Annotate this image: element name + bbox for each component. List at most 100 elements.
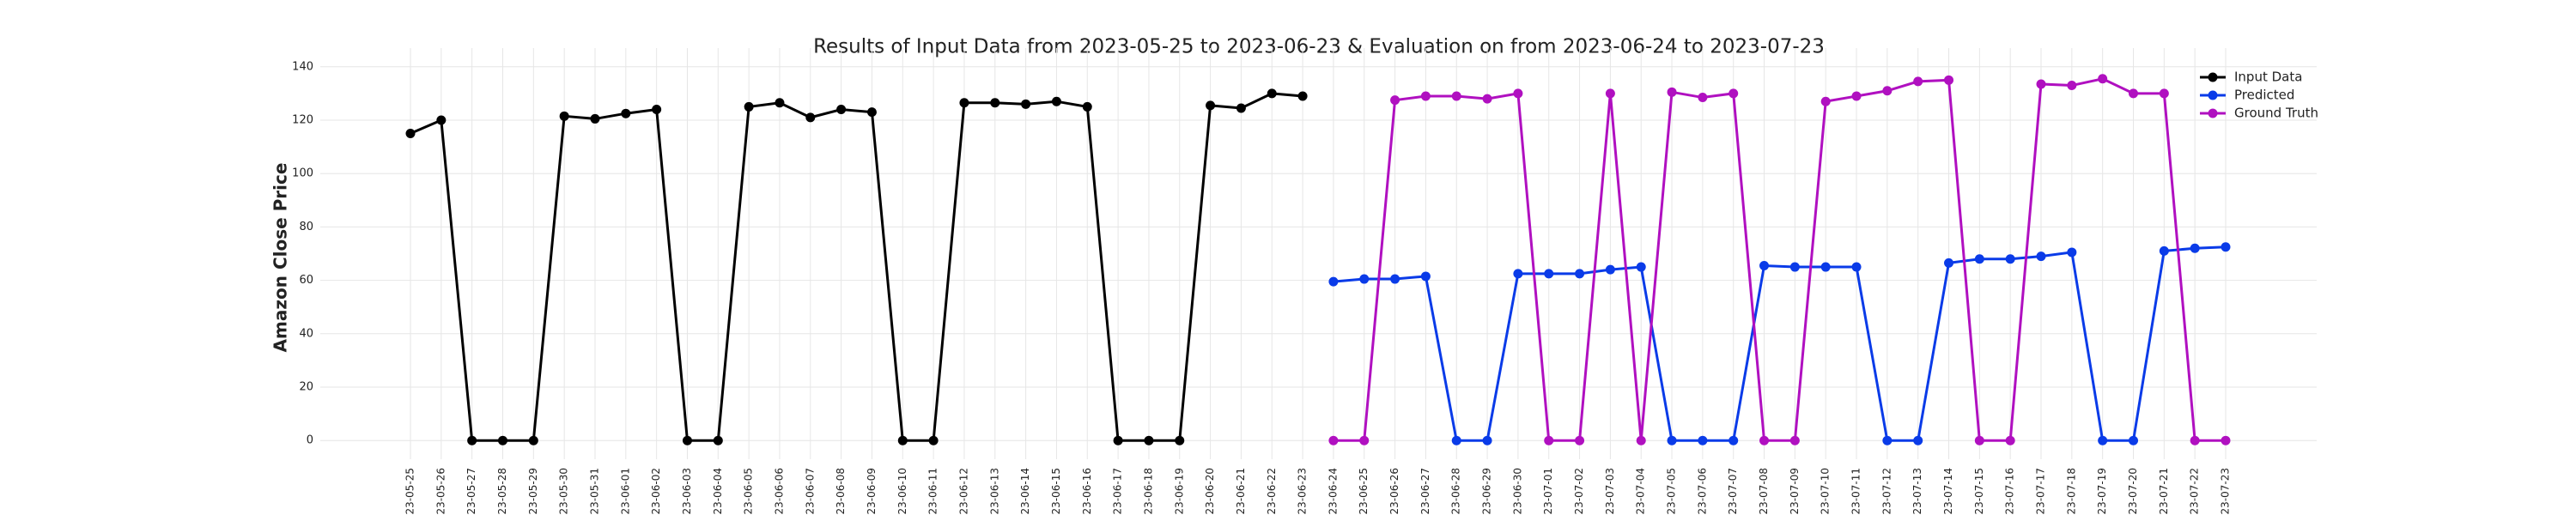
x-tick-label: 2023-06-20: [1204, 468, 1216, 515]
legend-label: Input Data: [2234, 70, 2302, 85]
x-tick-label: 2023-07-11: [1850, 468, 1862, 515]
point: [1667, 87, 1677, 97]
x-tick-label: 2023-06-03: [681, 468, 693, 515]
point: [528, 435, 538, 445]
point: [590, 113, 600, 124]
point: [1359, 435, 1370, 445]
x-tick-label: 2023-07-09: [1789, 468, 1801, 515]
y-tick-label: 140: [292, 60, 313, 73]
point: [621, 108, 631, 118]
x-tick-label: 2023-06-19: [1173, 468, 1185, 515]
x-tick-label: 2023-05-31: [588, 468, 600, 515]
point: [1390, 274, 1400, 284]
x-tick-label: 2023-07-02: [1573, 468, 1585, 515]
point: [1544, 269, 1554, 279]
point: [436, 115, 447, 125]
x-tick-label: 2023-07-04: [1635, 468, 1647, 515]
point: [1144, 435, 1154, 445]
point: [1082, 101, 1092, 112]
point: [744, 101, 754, 112]
legend-marker: [2208, 108, 2218, 118]
x-tick-label: 2023-06-13: [988, 468, 1000, 515]
y-tick-label: 120: [292, 113, 313, 126]
point: [1206, 100, 1216, 111]
y-tick-label: 80: [299, 221, 313, 233]
point: [1328, 276, 1339, 287]
x-tick-label: 2023-07-22: [2189, 468, 2201, 515]
x-tick-label: 2023-07-23: [2220, 468, 2232, 515]
point: [682, 435, 692, 445]
point: [2036, 79, 2046, 89]
point: [1605, 88, 1615, 99]
point: [775, 98, 785, 108]
point: [1021, 99, 1031, 109]
point: [1820, 262, 1831, 272]
x-tick-label: 2023-07-03: [1604, 468, 1616, 515]
point: [1698, 93, 1708, 103]
point: [1605, 264, 1615, 275]
point: [1636, 262, 1646, 272]
point: [1851, 91, 1862, 101]
point: [1636, 435, 1646, 445]
x-tick-label: 2023-06-21: [1235, 468, 1247, 515]
point: [1575, 435, 1585, 445]
point: [2036, 251, 2046, 262]
point: [497, 435, 507, 445]
point: [1667, 435, 1677, 445]
legend-label: Predicted: [2234, 88, 2294, 103]
legend-label: Ground Truth: [2234, 106, 2318, 121]
x-tick-label: 2023-07-01: [1542, 468, 1554, 515]
point: [1698, 435, 1708, 445]
x-tick-label: 2023-06-02: [650, 468, 662, 515]
series-line: [1333, 77, 2226, 442]
x-tick-label: 2023-07-14: [1942, 468, 1954, 515]
point: [1759, 435, 1770, 445]
point: [1051, 96, 1061, 106]
x-tick-label: 2023-06-26: [1388, 468, 1400, 515]
x-tick-label: 2023-07-19: [2096, 468, 2108, 515]
x-tick-label: 2023-07-07: [1727, 468, 1739, 515]
x-tick-label: 2023-06-04: [712, 468, 724, 515]
point: [1974, 435, 1984, 445]
point: [836, 105, 847, 115]
point: [2005, 435, 2015, 445]
x-tick-label: 2023-07-17: [2035, 468, 2047, 515]
point: [1175, 435, 1185, 445]
x-tick-label: 2023-05-26: [434, 468, 447, 515]
point: [1728, 88, 1739, 99]
point: [1297, 91, 1308, 101]
x-tick-label: 2023-06-27: [1419, 468, 1431, 515]
x-tick-label: 2023-06-14: [1019, 468, 1031, 515]
x-tick-label: 2023-06-01: [619, 468, 631, 515]
x-tick-label: 2023-05-27: [465, 468, 477, 515]
x-tick-label: 2023-07-15: [1973, 468, 1985, 515]
point: [1913, 435, 1923, 445]
y-tick-label: 0: [307, 434, 313, 447]
y-tick-label: 40: [299, 327, 313, 340]
x-tick-label: 2023-06-28: [1450, 468, 1462, 515]
point: [652, 105, 662, 115]
point: [467, 435, 477, 445]
x-tick-label: 2023-06-10: [896, 468, 908, 515]
x-tick-label: 2023-06-15: [1050, 468, 1062, 515]
x-tick-label: 2023-07-10: [1820, 468, 1832, 515]
point: [1390, 95, 1400, 106]
x-tick-label: 2023-06-07: [804, 468, 816, 515]
point: [1513, 88, 1523, 99]
legend-marker: [2208, 72, 2218, 82]
x-tick-label: 2023-06-06: [773, 468, 785, 515]
point: [1544, 435, 1554, 445]
x-tick-label: 2023-06-12: [957, 468, 969, 515]
x-tick-label: 2023-07-05: [1666, 468, 1678, 515]
point: [2221, 242, 2231, 252]
chart-title: Results of Input Data from 2023-05-25 to…: [813, 36, 1825, 58]
series-line: [1333, 245, 2227, 442]
x-tick-label: 2023-06-17: [1112, 468, 1124, 515]
x-tick-label: 2023-07-20: [2127, 468, 2139, 515]
point: [959, 98, 969, 108]
point: [1328, 435, 1339, 445]
point: [2129, 435, 2139, 445]
point: [1789, 262, 1800, 272]
point: [1882, 86, 1893, 96]
x-tick-label: 2023-05-30: [558, 468, 570, 515]
